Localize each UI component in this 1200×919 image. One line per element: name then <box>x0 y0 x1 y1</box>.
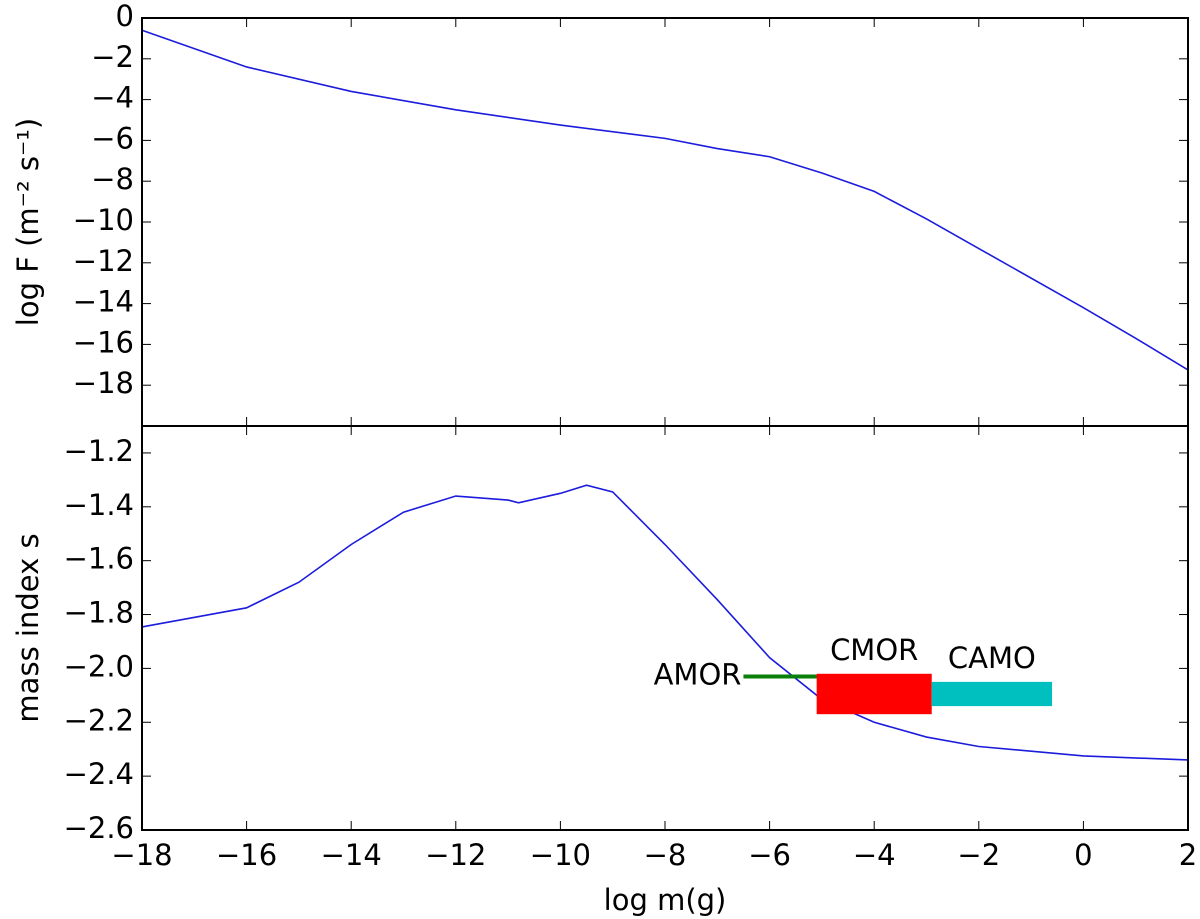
data-line <box>141 484 1189 761</box>
y-tick-label: −1.4 <box>64 488 134 522</box>
x-axis-label: log m(g) <box>604 883 727 917</box>
y-tick-label: −2.4 <box>64 757 134 791</box>
y-tick-label: −8 <box>91 162 134 196</box>
y-axis-label: mass index s <box>11 533 45 722</box>
y-tick-label: −2 <box>91 40 134 74</box>
y-tick-label: −4 <box>91 81 134 115</box>
x-tick-label: −18 <box>111 838 172 872</box>
x-tick-label: 2 <box>1179 838 1197 872</box>
y-tick-label: 0 <box>116 0 134 33</box>
x-tick-label: −16 <box>216 838 277 872</box>
x-tick-label: −6 <box>748 838 791 872</box>
range-box <box>931 681 1053 707</box>
x-tick-label: −2 <box>957 838 1000 872</box>
y-tick-label: −1.2 <box>64 434 134 468</box>
y-tick-label: −1.8 <box>64 596 134 630</box>
plot-frame <box>141 425 1189 831</box>
y-tick-label: −12 <box>73 244 134 278</box>
data-line <box>141 29 1189 371</box>
y-tick-label: −16 <box>73 325 134 359</box>
y-tick-label: −18 <box>73 366 134 400</box>
y-tick-label: −10 <box>73 203 134 237</box>
x-tick-label: −8 <box>644 838 687 872</box>
x-tick-label: 0 <box>1074 838 1092 872</box>
range-label: AMOR <box>654 657 742 691</box>
y-tick-label: −2.6 <box>64 811 134 845</box>
y-axis-label: log F (m⁻² s⁻¹) <box>11 118 45 326</box>
range-box <box>816 673 932 715</box>
x-tick-label: −12 <box>425 838 486 872</box>
x-tick-label: −10 <box>530 838 591 872</box>
x-tick-label: −14 <box>321 838 382 872</box>
range-label: CAMO <box>948 641 1036 675</box>
x-tick-label: −4 <box>853 838 896 872</box>
y-tick-label: −14 <box>73 285 134 319</box>
y-tick-label: −6 <box>91 121 134 155</box>
y-tick-label: −2.0 <box>64 649 134 683</box>
y-tick-label: −2.2 <box>64 703 134 737</box>
y-tick-label: −1.6 <box>64 542 134 576</box>
range-label: CMOR <box>830 633 918 667</box>
